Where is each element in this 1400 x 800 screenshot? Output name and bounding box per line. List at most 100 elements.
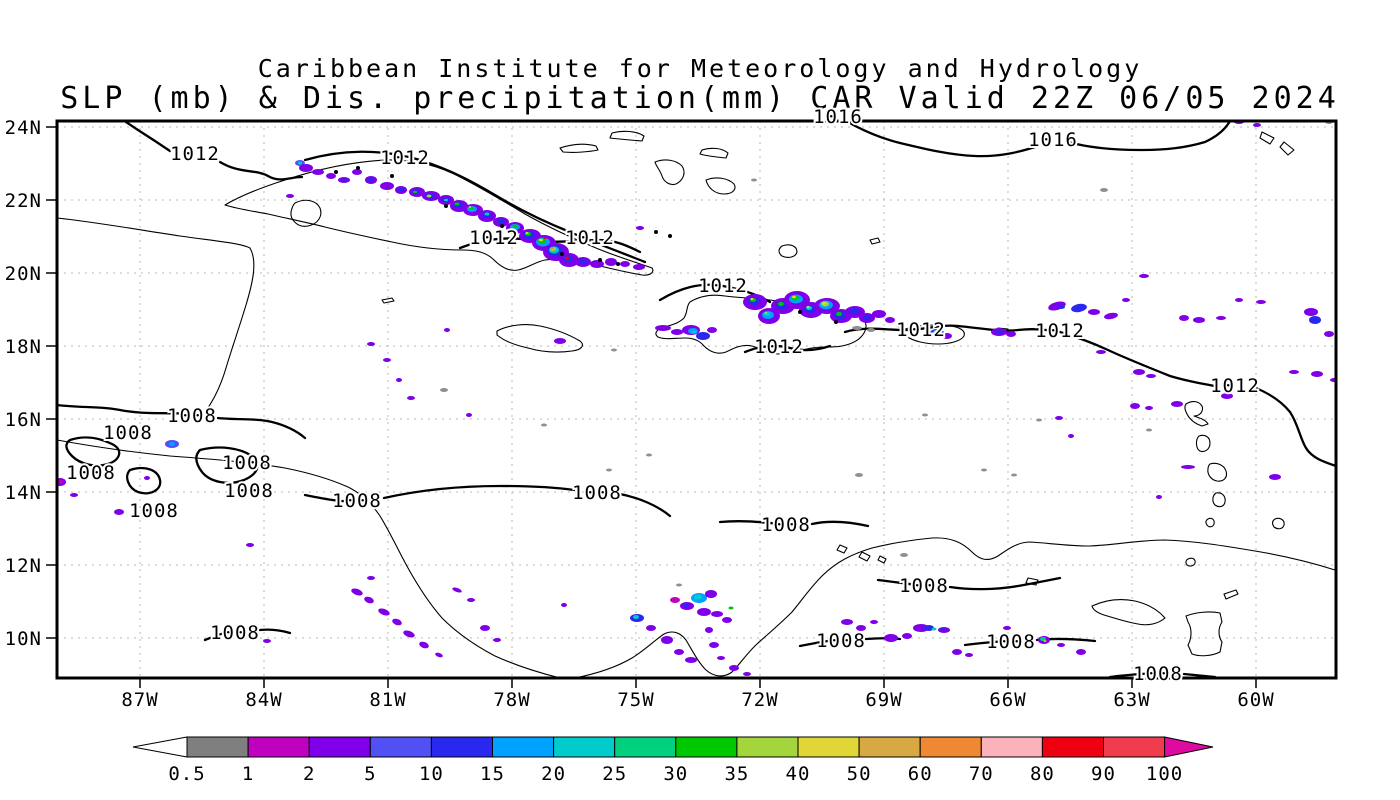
precip-cell bbox=[247, 625, 257, 631]
lat-axis-label: 10N bbox=[5, 628, 42, 650]
colorbar-tick-label: 50 bbox=[847, 763, 872, 785]
precip-cell bbox=[743, 672, 751, 676]
precip-dot bbox=[668, 234, 672, 238]
lat-axis-label: 16N bbox=[5, 409, 42, 431]
precip-cell bbox=[539, 238, 543, 242]
precip-cell bbox=[403, 630, 415, 638]
precip-cell bbox=[1139, 274, 1149, 278]
colorbar-tick-label: 30 bbox=[663, 763, 688, 785]
precip-cell bbox=[1122, 298, 1130, 302]
precip-cell bbox=[407, 396, 415, 400]
colorbar-tick-label: 90 bbox=[1091, 763, 1116, 785]
precip-cell bbox=[484, 212, 490, 216]
precip-cell bbox=[729, 665, 739, 671]
precip-cell bbox=[364, 596, 374, 604]
precip-cell bbox=[728, 606, 734, 610]
precip-cell bbox=[1043, 640, 1047, 642]
precip-cell bbox=[326, 173, 336, 179]
precip-cell bbox=[896, 324, 902, 328]
coastline-tobago bbox=[1223, 589, 1239, 600]
precip-cell bbox=[1057, 643, 1065, 647]
coastline-yucatan bbox=[57, 217, 255, 413]
precip-cell bbox=[764, 312, 768, 314]
lon-axis-label: 78W bbox=[493, 689, 530, 711]
isobar-label-1012: 1012 bbox=[469, 227, 519, 249]
precip-cell bbox=[722, 617, 732, 623]
colorbar-tick-label: 25 bbox=[602, 763, 627, 785]
precip-dot bbox=[598, 258, 602, 262]
lon-axis-label: 75W bbox=[617, 689, 654, 711]
precip-cell bbox=[750, 298, 754, 300]
precip-cell bbox=[1036, 418, 1042, 422]
precip-cell bbox=[286, 194, 294, 198]
precip-cell bbox=[924, 625, 934, 631]
coastline-bahamas-sliver-3 bbox=[699, 147, 729, 159]
colorbar-tick-label: 2 bbox=[303, 763, 315, 785]
precip-cell bbox=[351, 588, 363, 596]
lat-axis-label: 24N bbox=[5, 117, 42, 139]
precip-cell bbox=[1011, 473, 1017, 477]
precip-cell bbox=[836, 312, 842, 316]
precip-dot bbox=[834, 320, 838, 324]
precip-cell bbox=[646, 625, 656, 631]
isobar-label-1008: 1008 bbox=[103, 422, 153, 444]
precip-dot bbox=[500, 224, 504, 228]
coastline-st-lucia bbox=[1212, 492, 1226, 508]
precip-cell bbox=[696, 332, 710, 340]
precip-cell bbox=[396, 378, 402, 382]
precip-cell bbox=[1221, 393, 1233, 399]
lon-axis-label: 69W bbox=[865, 689, 902, 711]
isobar-label-1008: 1008 bbox=[899, 575, 949, 597]
isobar-1016-top bbox=[813, 121, 1232, 158]
colorbar-segment bbox=[1103, 736, 1166, 758]
isobar-label-1012: 1012 bbox=[380, 147, 430, 169]
precip-cell bbox=[1269, 474, 1281, 480]
isobar-1008-nicaragua-i bbox=[203, 628, 292, 642]
precip-cell bbox=[1068, 434, 1074, 438]
coastline-grenada bbox=[1185, 557, 1196, 567]
isobar-label-1012: 1012 bbox=[170, 143, 220, 165]
colorbar-tick-label: 5 bbox=[364, 763, 376, 785]
precip-cell bbox=[841, 619, 853, 625]
precip-cell bbox=[525, 232, 529, 234]
lon-axis-label: 60W bbox=[1237, 689, 1274, 711]
isobar-1012-cuba-south bbox=[458, 237, 642, 254]
colorbar-tick-label: 0.5 bbox=[168, 763, 205, 785]
colorbar-tick-label: 10 bbox=[419, 763, 444, 785]
colorbar-tick-label: 1 bbox=[242, 763, 254, 785]
precip-cell bbox=[806, 306, 810, 308]
precip-cell bbox=[1304, 308, 1318, 316]
lon-axis-label: 87W bbox=[121, 689, 158, 711]
precip-cell bbox=[676, 583, 682, 587]
isobar-1012-puerto-rico-east bbox=[843, 324, 1336, 468]
coastline-bahamas-sliver-1 bbox=[559, 143, 599, 153]
precip-cell bbox=[683, 603, 689, 607]
precip-cell bbox=[697, 608, 711, 616]
precip-cell bbox=[902, 633, 912, 639]
coastline-bahamas-andros bbox=[654, 159, 685, 186]
precip-cell bbox=[383, 358, 391, 362]
precip-cell bbox=[751, 178, 757, 182]
colorbar-tick-label: 20 bbox=[541, 763, 566, 785]
precip-cell bbox=[933, 330, 939, 334]
precip-cell bbox=[611, 348, 617, 352]
precip-cell bbox=[299, 164, 313, 172]
precip-cell bbox=[942, 333, 952, 339]
precip-cell bbox=[849, 308, 859, 314]
isobar-1008-west-a bbox=[57, 403, 307, 440]
precip-cell bbox=[705, 627, 713, 633]
precip-cell bbox=[144, 476, 150, 480]
isobar-label-1016: 1016 bbox=[1028, 129, 1078, 151]
precip-cell bbox=[1311, 371, 1323, 377]
precip-cell bbox=[661, 636, 673, 644]
precip-cell bbox=[1324, 331, 1334, 337]
isobar-1008-loop-b2 bbox=[195, 446, 259, 484]
lat-axis-label: 20N bbox=[5, 263, 42, 285]
coastline-caicos-hook-1 bbox=[1259, 131, 1275, 145]
isobar-label-1012: 1012 bbox=[1210, 375, 1260, 397]
precip-cell bbox=[1076, 649, 1086, 655]
precip-cell bbox=[1179, 315, 1189, 321]
precip-cell bbox=[1071, 303, 1087, 313]
precip-cell bbox=[852, 326, 862, 330]
coastline-bahamas-hook bbox=[705, 177, 736, 195]
